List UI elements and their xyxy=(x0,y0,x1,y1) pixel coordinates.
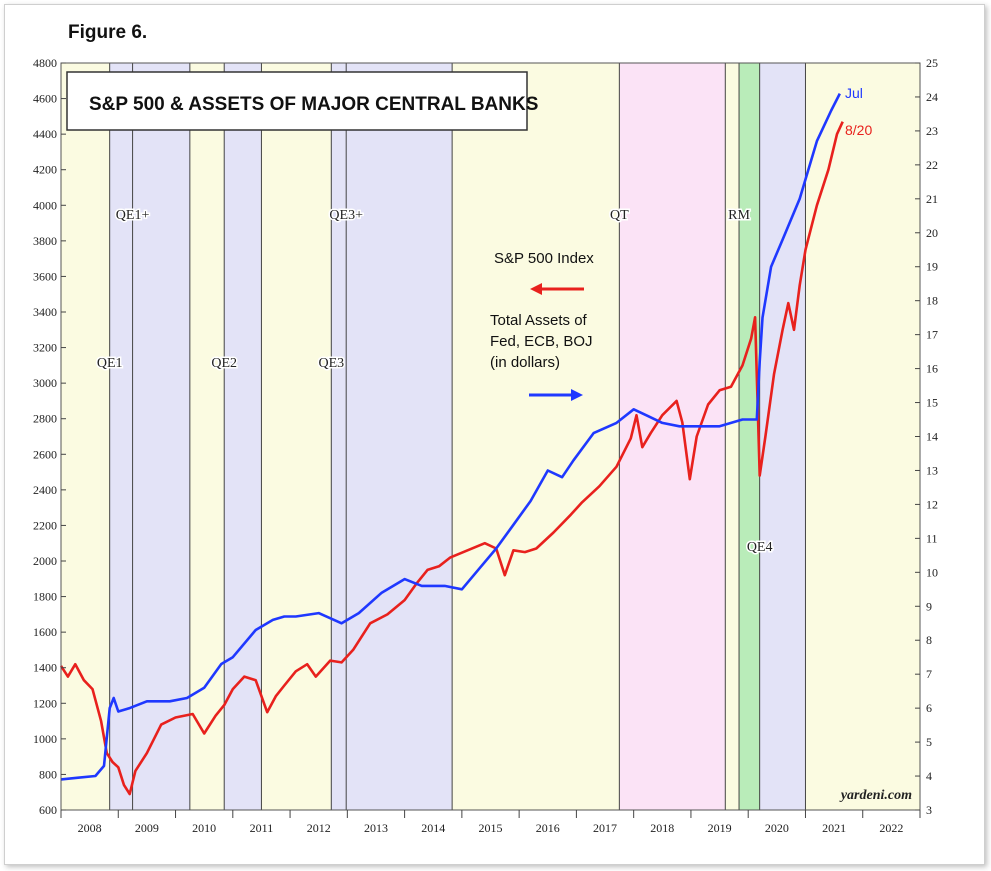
y-left-tick-label: 2200 xyxy=(33,518,57,532)
period-label: QT xyxy=(610,208,629,223)
x-tick-label: 2011 xyxy=(250,821,274,835)
figure-label: Figure 6. xyxy=(68,22,148,43)
x-tick-label: 2009 xyxy=(135,821,159,835)
y-right-tick-label: 5 xyxy=(926,735,932,749)
period-label: QE1 xyxy=(97,356,123,371)
y-right-tick-label: 13 xyxy=(926,463,938,477)
period-band-qt xyxy=(619,63,726,810)
y-right-tick-label: 4 xyxy=(926,769,932,783)
period-band-qe3-plus xyxy=(346,63,453,810)
title-box xyxy=(66,71,528,131)
y-left-tick-label: 2000 xyxy=(33,554,57,568)
x-tick-label: 2013 xyxy=(364,821,388,835)
period-label: QE3 xyxy=(318,356,344,371)
legend-assets-line3: (in dollars) xyxy=(490,354,560,371)
period-label: RM xyxy=(728,208,750,223)
chart-title: S&P 500 & ASSETS OF MAJOR CENTRAL BANKS xyxy=(89,94,538,115)
legend-assets-arrowhead xyxy=(571,389,583,401)
y-left-tick-label: 800 xyxy=(39,767,57,781)
y-right-tick-label: 14 xyxy=(926,430,938,444)
y-right-tick-label: 18 xyxy=(926,294,938,308)
y-left-tick-label: 2600 xyxy=(33,447,57,461)
y-right-tick-label: 7 xyxy=(926,667,932,681)
y-left-tick-label: 3400 xyxy=(33,305,57,319)
y-left-tick-label: 3800 xyxy=(33,234,57,248)
x-tick-label: 2018 xyxy=(650,821,674,835)
y-right-tick-label: 10 xyxy=(926,565,938,579)
x-tick-label: 2017 xyxy=(593,821,617,835)
y-right-tick-label: 23 xyxy=(926,124,938,138)
x-tick-label: 2008 xyxy=(78,821,102,835)
x-tick-label: 2015 xyxy=(479,821,503,835)
y-left-tick-label: 4600 xyxy=(33,92,57,106)
x-tick-label: 2020 xyxy=(765,821,789,835)
period-label: QE4 xyxy=(747,540,773,555)
y-right-tick-label: 22 xyxy=(926,158,938,172)
period-label: QE2 xyxy=(211,356,237,371)
y-left-tick-label: 2800 xyxy=(33,412,57,426)
y-right-tick-label: 11 xyxy=(926,531,938,545)
period-band-qe4 xyxy=(759,63,806,810)
sp500-end-label: 8/20 xyxy=(845,122,872,138)
y-right-tick-label: 12 xyxy=(926,497,938,511)
y-right-tick-label: 15 xyxy=(926,396,938,410)
x-tick-label: 2022 xyxy=(879,821,903,835)
y-right-tick-label: 17 xyxy=(926,328,938,342)
y-left-tick-label: 1000 xyxy=(33,732,57,746)
y-right-tick-label: 20 xyxy=(926,226,938,240)
sp500-line xyxy=(59,121,844,796)
period-band-qe3 xyxy=(331,63,347,810)
assets-end-label: Jul xyxy=(845,85,863,101)
y-right-tick-label: 3 xyxy=(926,803,932,817)
y-left-tick-label: 3200 xyxy=(33,341,57,355)
y-right-tick-label: 24 xyxy=(926,90,938,104)
x-tick-label: 2010 xyxy=(192,821,216,835)
central-bank-assets-line xyxy=(60,93,841,781)
x-tick-label: 2014 xyxy=(421,821,445,835)
y-right-tick-label: 8 xyxy=(926,633,932,647)
period-band-rm xyxy=(739,63,760,810)
period-band-qe2 xyxy=(224,63,262,810)
x-tick-label: 2012 xyxy=(307,821,331,835)
axes-ticks: 600 800 1000 1200 1400 1600 1800 2000 2200 2400 26… xyxy=(33,56,938,817)
x-tick-label: 2016 xyxy=(536,821,560,835)
y-left-tick-label: 3000 xyxy=(33,376,57,390)
legend-sp500-arrowhead xyxy=(530,283,542,295)
y-left-tick-label: 4000 xyxy=(33,198,57,212)
y-right-tick-label: 25 xyxy=(926,56,938,70)
period-band-qe1-plus xyxy=(132,63,190,810)
y-right-tick-label: 6 xyxy=(926,701,932,715)
y-left-tick-label: 4200 xyxy=(33,163,57,177)
period-band-qe1 xyxy=(109,63,133,810)
legend-sp500-label: S&P 500 Index xyxy=(494,250,594,267)
y-left-tick-label: 4800 xyxy=(33,56,57,70)
x-axis: 2008 2009 2010 2011 2012 2013 2014 2015 2016 2017… xyxy=(60,810,921,835)
y-right-tick-label: 19 xyxy=(926,260,938,274)
period-boundaries xyxy=(109,63,806,810)
period-labels: QE1 QE1+ QE2 QE3 QE3+ QT RM QE4 xyxy=(95,207,774,557)
source-label: yardeni.com xyxy=(839,788,912,803)
y-left-tick-label: 4400 xyxy=(33,127,57,141)
y-left-tick-label: 1600 xyxy=(33,625,57,639)
y-right-tick-label: 21 xyxy=(926,192,938,206)
x-tick-label: 2021 xyxy=(822,821,846,835)
period-label: QE3+ xyxy=(329,208,363,223)
y-left-tick-label: 1800 xyxy=(33,590,57,604)
x-tick-label: 2019 xyxy=(708,821,732,835)
shaded-periods xyxy=(61,63,920,810)
series xyxy=(59,93,844,796)
y-left-tick-label: 3600 xyxy=(33,269,57,283)
y-left-tick-label: 2400 xyxy=(33,483,57,497)
legend-assets-line1: Total Assets of xyxy=(490,312,588,329)
legend-assets-line2: Fed, ECB, BOJ xyxy=(490,333,593,350)
period-label: QE1+ xyxy=(116,208,150,223)
y-right-tick-label: 16 xyxy=(926,362,938,376)
y-right-tick-label: 9 xyxy=(926,599,932,613)
y-left-tick-label: 1200 xyxy=(33,696,57,710)
y-left-tick-label: 600 xyxy=(39,803,57,817)
y-left-tick-label: 1400 xyxy=(33,661,57,675)
